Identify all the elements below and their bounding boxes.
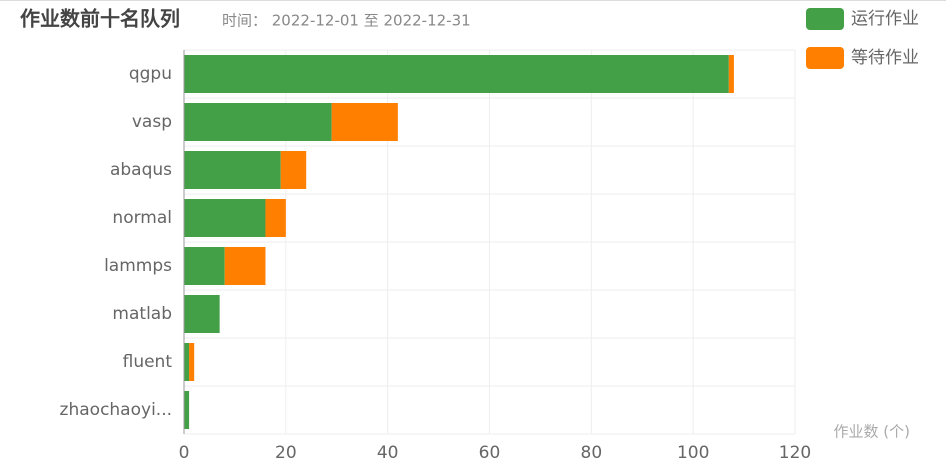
x-tick-label: 100 — [677, 443, 709, 463]
y-tick-label: abaqus — [110, 160, 172, 180]
y-tick-label: normal — [112, 208, 172, 228]
chart-subtitle: 时间： 2022-12-01 至 2022-12-31 — [222, 12, 471, 30]
y-tick-label: fluent — [123, 352, 173, 372]
bar-segment — [184, 151, 281, 189]
legend-label: 等待作业 — [851, 48, 919, 68]
bar-segment — [728, 55, 734, 93]
y-tick-label: matlab — [112, 304, 172, 324]
legend-swatch — [806, 47, 844, 69]
y-tick-label: lammps — [104, 256, 172, 276]
bar-segment — [224, 247, 266, 285]
bar-segment — [184, 103, 332, 141]
y-tick-label: zhaochaoyi... — [60, 400, 172, 420]
bar-segment — [184, 295, 220, 333]
x-tick-label: 20 — [275, 443, 297, 463]
bar-segment — [184, 199, 266, 237]
x-tick-label: 0 — [179, 443, 190, 463]
x-tick-label: 80 — [581, 443, 603, 463]
legend-swatch — [806, 8, 844, 30]
bar-segment — [265, 199, 286, 237]
bar-segment — [184, 55, 729, 93]
bar-segment — [331, 103, 398, 141]
y-tick-label: qgpu — [129, 64, 172, 84]
bar-segment — [184, 343, 190, 381]
y-tick-label: vasp — [132, 112, 172, 132]
x-tick-label: 40 — [377, 443, 399, 463]
chart-title: 作业数前十名队列 — [20, 7, 180, 31]
bar-segment — [184, 247, 225, 285]
bar-segment — [184, 391, 190, 429]
bar-segment — [280, 151, 307, 189]
legend-label: 运行作业 — [851, 9, 919, 29]
x-tick-label: 60 — [479, 443, 501, 463]
x-axis-label: 作业数 (个) — [834, 423, 910, 441]
bar-segment — [189, 343, 195, 381]
x-tick-label: 120 — [779, 443, 811, 463]
